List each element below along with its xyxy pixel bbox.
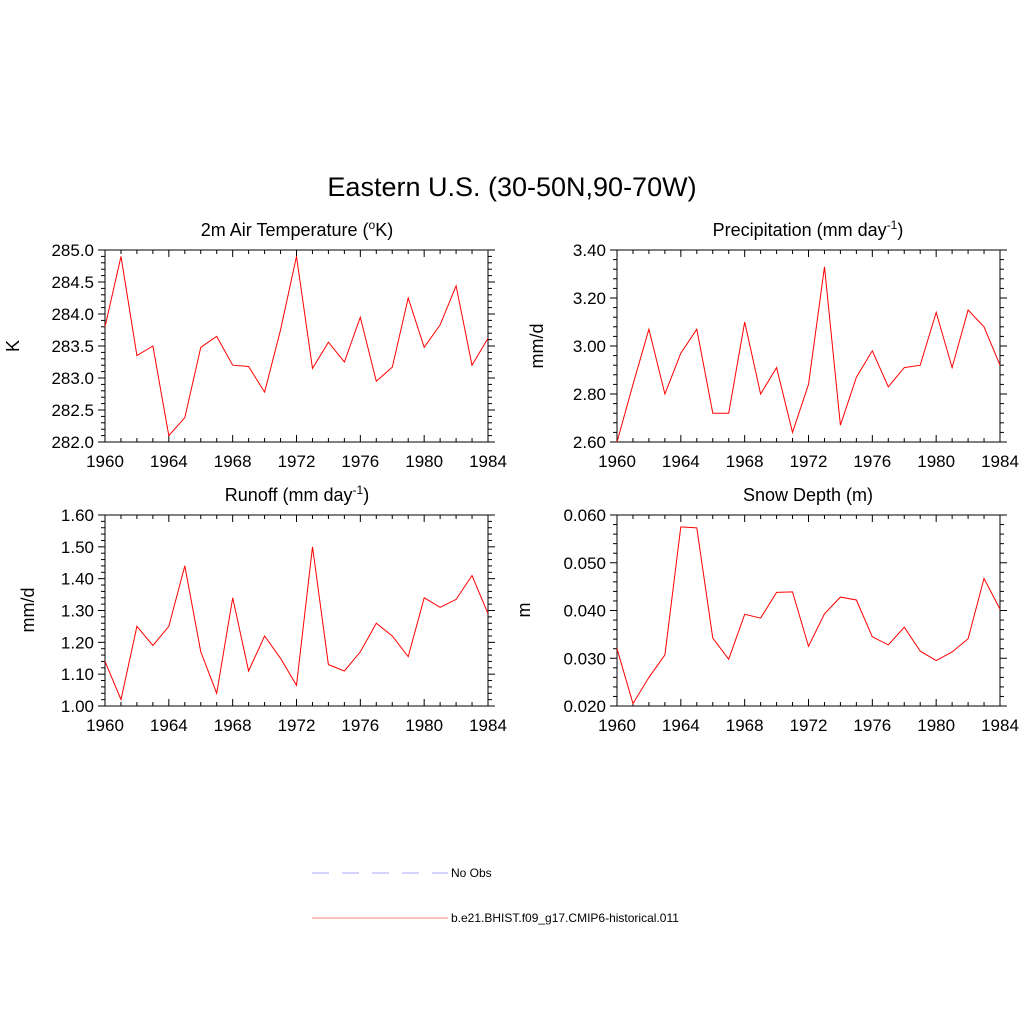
- x-tick-label: 1980: [405, 452, 443, 471]
- y-axis-label: K: [3, 340, 23, 352]
- y-tick-label: 283.5: [51, 337, 94, 356]
- x-tick-label: 1960: [598, 716, 636, 735]
- x-tick-label: 1968: [214, 716, 252, 735]
- x-tick-label: 1980: [917, 452, 955, 471]
- y-tick-label: 282.5: [51, 401, 94, 420]
- y-tick-label: 1.00: [61, 697, 94, 716]
- x-tick-label: 1964: [150, 452, 188, 471]
- x-tick-label: 1976: [853, 452, 891, 471]
- x-tick-label: 1968: [726, 452, 764, 471]
- main-title: Eastern U.S. (30-50N,90-70W): [327, 172, 696, 202]
- x-tick-label: 1976: [341, 452, 379, 471]
- x-tick-label: 1980: [917, 716, 955, 735]
- x-tick-label: 1972: [790, 452, 828, 471]
- x-tick-label: 1968: [214, 452, 252, 471]
- x-tick-label: 1976: [341, 716, 379, 735]
- y-tick-label: 1.20: [61, 633, 94, 652]
- x-tick-label: 1972: [278, 716, 316, 735]
- y-tick-label: 284.5: [51, 273, 94, 292]
- y-tick-label: 0.060: [563, 506, 606, 525]
- panel-precipitation: Precipitation (mm day-1) mm/d 1960 1964 19…: [527, 218, 1019, 471]
- y-tick-label: 3.40: [573, 241, 606, 260]
- y-tick-label: 2.80: [573, 385, 606, 404]
- y-axis-label: mm/d: [527, 324, 547, 369]
- legend: No Obs b.e21.BHIST.f09_g17.CMIP6-histori…: [312, 866, 679, 925]
- y-tick-label: 1.40: [61, 570, 94, 589]
- x-tick-label: 1984: [469, 716, 507, 735]
- y-tick-label: 2.60: [573, 433, 606, 452]
- x-tick-label: 1984: [981, 716, 1019, 735]
- series-line: [104, 256, 489, 437]
- y-tick-label: 283.0: [51, 369, 94, 388]
- plot-frame: [104, 249, 489, 443]
- y-tick-label: 0.050: [563, 554, 606, 573]
- panel-snow-depth: Snow Depth (m) m 1960 1964 1968 1972 1976 198…: [514, 485, 1019, 735]
- x-tick-label: 1964: [150, 716, 188, 735]
- y-tick-label: 285.0: [51, 241, 94, 260]
- legend-label-no-obs: No Obs: [451, 866, 492, 880]
- x-tick-label: 1976: [853, 716, 891, 735]
- y-tick-label: 3.00: [573, 337, 606, 356]
- x-tick-label: 1980: [405, 716, 443, 735]
- series-line: [104, 546, 489, 702]
- y-tick-label: 1.30: [61, 602, 94, 621]
- y-axis-label: mm/d: [18, 588, 38, 633]
- panel-title: Snow Depth (m): [743, 485, 873, 505]
- plot-frame: [616, 514, 1001, 707]
- y-tick-label: 284.0: [51, 305, 94, 324]
- panel-runoff: Runoff (mm day-1) mm/d 1960 1964 1968 1972 1…: [18, 483, 507, 735]
- x-tick-label: 1968: [726, 716, 764, 735]
- x-tick-label: 1964: [662, 452, 700, 471]
- y-tick-label: 3.20: [573, 289, 606, 308]
- legend-label-model: b.e21.BHIST.f09_g17.CMIP6-historical.011: [451, 911, 679, 925]
- x-tick-label: 1960: [86, 716, 124, 735]
- x-tick-label: 1960: [86, 452, 124, 471]
- y-tick-label: 0.020: [563, 697, 606, 716]
- y-axis-label: m: [514, 603, 534, 618]
- series-line: [616, 526, 1001, 705]
- series-line: [616, 266, 1001, 443]
- plot-frame: [104, 514, 489, 707]
- y-tick-label: 1.10: [61, 665, 94, 684]
- x-tick-label: 1972: [278, 452, 316, 471]
- panel-title: Runoff (mm day-1): [225, 483, 369, 505]
- x-tick-label: 1964: [662, 716, 700, 735]
- panel-title: Precipitation (mm day-1): [713, 218, 904, 240]
- x-tick-label: 1960: [598, 452, 636, 471]
- y-tick-label: 0.040: [563, 602, 606, 621]
- y-tick-label: 282.0: [51, 433, 94, 452]
- x-tick-label: 1984: [981, 452, 1019, 471]
- x-tick-label: 1972: [790, 716, 828, 735]
- y-tick-label: 0.030: [563, 649, 606, 668]
- y-tick-label: 1.60: [61, 506, 94, 525]
- y-tick-label: 1.50: [61, 538, 94, 557]
- x-tick-label: 1984: [469, 452, 507, 471]
- plot-frame: [616, 249, 1001, 443]
- panel-title: 2m Air Temperature (oK): [201, 218, 393, 240]
- panel-air-temperature: 2m Air Temperature (oK) K 1960 1964 1968 19…: [3, 218, 507, 471]
